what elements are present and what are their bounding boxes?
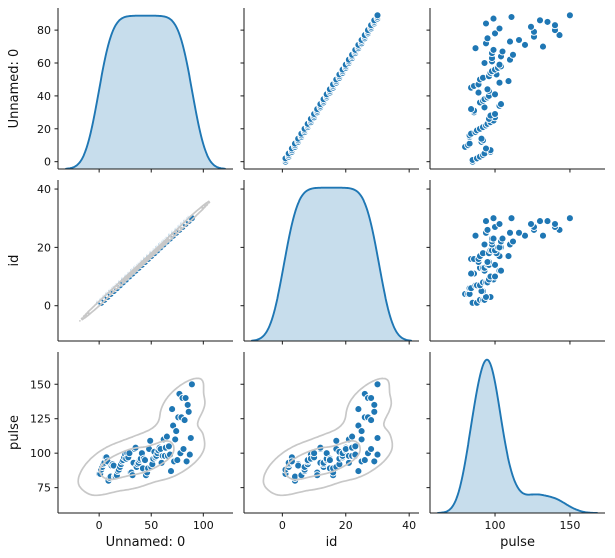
subplot-pulse-vs-unnamed0: 75 100 125 150 0 50 100 xyxy=(30,352,233,532)
axis-ticks xyxy=(426,383,571,517)
subplot-data-area xyxy=(79,200,211,322)
x-tick-label: 150 xyxy=(559,519,580,532)
subplot-data-area xyxy=(281,11,382,166)
axis-ticks xyxy=(54,188,204,345)
kde-fill xyxy=(66,15,225,170)
y-axis-label-id: id xyxy=(6,254,22,267)
kde-fill xyxy=(251,187,412,341)
y-tick-label: 80 xyxy=(37,24,51,37)
subplot-pulse-vs-pulse: 100 150 xyxy=(426,352,605,532)
y-tick-label: 0 xyxy=(44,156,51,169)
axis-ticks xyxy=(426,188,571,345)
kde-contour-line xyxy=(283,440,361,481)
subplot-id-vs-pulse xyxy=(426,180,605,345)
kde-fill xyxy=(437,359,598,513)
x-tick-label: 50 xyxy=(144,519,158,532)
subplot-unnamed0-vs-unnamed0: 0 20 40 60 80 xyxy=(37,8,233,173)
y-tick-label: 150 xyxy=(30,378,51,391)
y-tick-label: 20 xyxy=(37,123,51,136)
axis-ticks xyxy=(240,188,410,345)
subplot-unnamed0-vs-id xyxy=(240,8,419,173)
kde-contour-line xyxy=(79,200,211,322)
kde-contour-line xyxy=(77,377,206,497)
subplot-id-vs-unnamed0: 0 20 40 xyxy=(37,180,233,345)
x-tick-label: 0 xyxy=(279,519,286,532)
y-tick-label: 125 xyxy=(30,413,51,426)
subplot-data-area xyxy=(461,11,574,166)
kde-curve xyxy=(65,14,226,170)
kde-contour-line xyxy=(262,377,394,497)
subplot-data-area xyxy=(461,214,574,307)
axes-spines xyxy=(243,352,419,514)
axes-spines xyxy=(243,8,419,170)
kde-contour-line xyxy=(122,239,169,282)
x-tick-label: 100 xyxy=(485,519,506,532)
subplot-data-area xyxy=(262,377,394,497)
y-tick-label: 75 xyxy=(37,482,51,495)
axes-spines xyxy=(429,180,605,342)
axes-spines xyxy=(429,8,605,170)
x-axis-label-unnamed0: Unnamed: 0 xyxy=(105,535,186,550)
y-tick-label: 20 xyxy=(37,241,51,254)
subplot-pulse-vs-id: 0 20 40 xyxy=(240,352,419,532)
axes-spines xyxy=(57,8,233,170)
subplot-data-area xyxy=(250,186,413,342)
subplot-unnamed0-vs-pulse xyxy=(426,8,605,173)
x-axis-label-id: id xyxy=(325,535,338,550)
kde-contour-overlay xyxy=(77,377,206,497)
axes-spines xyxy=(429,352,605,514)
y-tick-label: 0 xyxy=(44,300,51,313)
axes-spines xyxy=(57,180,233,342)
axes-spines xyxy=(57,352,233,514)
kde-curve xyxy=(250,186,413,342)
y-axis-label-pulse: pulse xyxy=(6,415,22,450)
x-axis-label-pulse: pulse xyxy=(500,535,535,550)
x-tick-label: 20 xyxy=(339,519,353,532)
axes-spines xyxy=(243,180,419,342)
y-axis-label-unnamed0: Unnamed: 0 xyxy=(6,48,22,129)
y-tick-label: 60 xyxy=(37,57,51,70)
axis-ticks xyxy=(426,29,571,173)
subplot-id-vs-id xyxy=(240,180,419,345)
subplot-data-area xyxy=(65,14,226,170)
axis-ticks xyxy=(54,383,204,517)
subplot-data-area xyxy=(77,377,206,497)
x-tick-label: 40 xyxy=(402,519,416,532)
kde-contour-line xyxy=(98,440,175,481)
y-tick-label: 40 xyxy=(37,183,51,196)
scatter-points xyxy=(281,380,382,485)
x-tick-label: 100 xyxy=(193,519,214,532)
scatter-points xyxy=(281,11,382,166)
axis-ticks xyxy=(54,29,204,173)
y-tick-label: 100 xyxy=(30,447,51,460)
y-tick-label: 40 xyxy=(37,90,51,103)
subplot-data-area xyxy=(436,358,599,514)
kde-contour-overlay xyxy=(262,377,394,497)
scatter-points xyxy=(461,11,574,166)
axis-ticks xyxy=(240,29,410,173)
x-tick-label: 0 xyxy=(96,519,103,532)
scatter-points xyxy=(461,214,574,307)
kde-contour-overlay xyxy=(79,200,211,322)
axis-ticks xyxy=(240,383,410,517)
kde-curve xyxy=(436,358,599,514)
